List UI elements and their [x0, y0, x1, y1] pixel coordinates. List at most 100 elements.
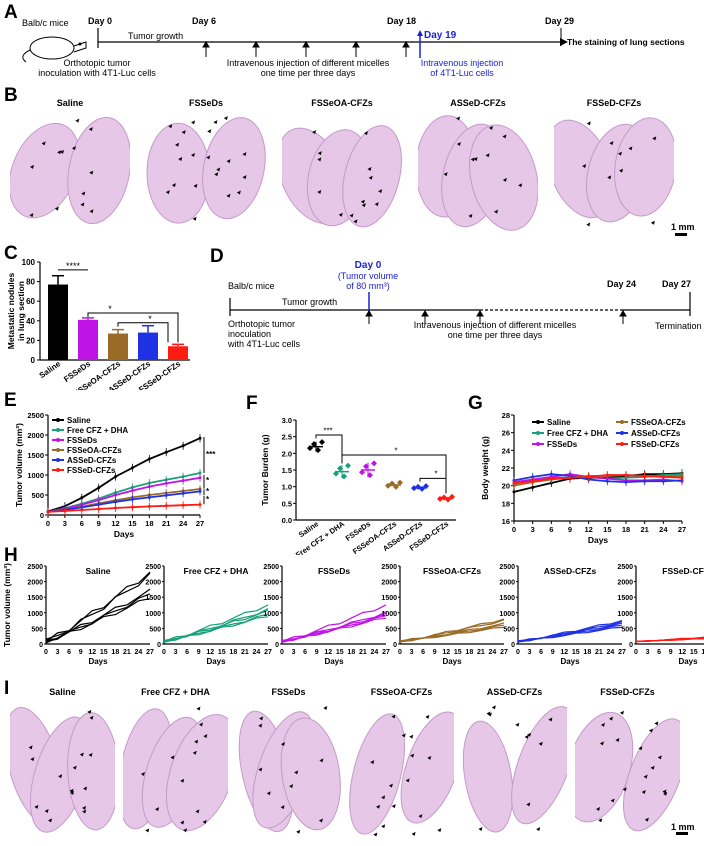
panel-d-day24: Day 24: [607, 279, 637, 289]
h-x-tick-label: 3: [56, 649, 60, 656]
lung-section-b-2-nodule-arrow: [317, 151, 322, 156]
e-sig-2: *: [206, 476, 210, 485]
lung-section-i-5-nodule-arrow: [638, 746, 643, 751]
lung-section-i-5-nodule-arrow: [650, 765, 655, 770]
e-point: [114, 500, 118, 504]
e-series-FSSeDs: [47, 476, 201, 513]
e-point: [164, 504, 168, 508]
h-subplot-title: FSSeDs: [318, 566, 350, 576]
e-point: [114, 475, 118, 479]
lung-section-i-1-nodule-arrow: [202, 819, 207, 824]
h-y-tick-label: 2500: [145, 564, 161, 571]
h-y-axis-label: Tumor volume (mm³): [2, 563, 12, 647]
panel-d-day0: Day 0: [354, 260, 382, 271]
lung-section-i-5-nodule-arrow: [619, 710, 624, 715]
h-x-tick-label: 0: [634, 649, 638, 656]
lung-section-b-1: FSSeDs: [146, 96, 266, 237]
lung-section-i-5-nodule-arrow: [657, 755, 662, 760]
lung-section-b-3-nodule-arrow: [485, 153, 490, 158]
e-point: [80, 508, 84, 512]
h-x-tick-label: 3: [646, 649, 650, 656]
lung-section-b-3-nodule-arrow: [488, 125, 493, 130]
panel-a-day18: Day 18: [387, 16, 417, 26]
lung-section-i-4-nodule-arrow: [526, 802, 531, 807]
panel-d-injection: Intravenous injection of different micel…: [413, 320, 577, 340]
panel-i-scale-bar: [676, 832, 688, 835]
e-legend-marker: [56, 458, 60, 462]
lung-section-i-5-title: FSSeD-CFZs: [600, 687, 655, 697]
g-series-FSSeD-CFZs: [513, 474, 683, 484]
e-legend-marker: [56, 448, 60, 452]
lung-section-i-5-nodule-arrow: [596, 807, 601, 812]
h-x-tick-label: 18: [583, 649, 591, 656]
lung-section-i-4-nodule-arrow: [515, 722, 520, 727]
lung-section-i-3-nodule-arrow: [425, 714, 430, 719]
h-y-tick-label: 500: [149, 626, 161, 633]
lung-section-b-0: Saline: [8, 96, 132, 237]
injection-arrows: [202, 41, 410, 57]
panel-label-e: E: [4, 390, 17, 411]
lung-section-i-4-title: ASSeD-CFZs: [487, 687, 543, 697]
e-point: [147, 504, 151, 508]
lung-section-i-5: FSSeD-CFZs: [564, 685, 688, 846]
g-point: [605, 473, 609, 477]
lung-section-i-2-nodule-arrow: [289, 784, 294, 789]
h-series-line: [635, 638, 704, 643]
h-x-tick-label: 6: [421, 649, 425, 656]
lung-section-i-0-nodule-arrow: [70, 790, 75, 795]
h-x-tick-label: 24: [489, 649, 497, 656]
h-x-tick-label: 15: [572, 649, 580, 656]
lung-section-b-4-nodule-arrow: [607, 175, 612, 180]
g-legend-marker: [620, 431, 624, 435]
g-legend-marker: [536, 420, 540, 424]
h-x-tick-label: 27: [618, 649, 626, 656]
lung-section-b-1-lobe: [202, 117, 266, 220]
h-x-tick-label: 18: [229, 649, 237, 656]
lung-section-i-1-nodule-arrow: [196, 706, 201, 711]
h-y-tick-label: 2000: [499, 580, 515, 587]
panel-e-line-chart: 0 500 1000 1500 2000 2500 0 3 6 9 12 15 18 21 24 27 Days…: [14, 411, 216, 539]
h-series-line: [163, 609, 269, 641]
e-point: [147, 457, 151, 461]
g-legend-marker: [536, 442, 540, 446]
panel-a-day0: Day 0: [88, 16, 113, 26]
g-x-tick-label: 27: [678, 525, 686, 534]
g-x-tick-label: 21: [640, 525, 648, 534]
panel-label-b: B: [4, 85, 18, 106]
lung-section-i-0-nodule-arrow: [58, 774, 63, 779]
lung-section-b-0-nodule-arrow: [71, 146, 76, 151]
h-y-tick-label: 500: [503, 626, 515, 633]
c-sig-3: *: [148, 314, 152, 324]
c-bar-ASSeD-CFZs: [138, 332, 158, 360]
panel-a-day29: Day 29: [545, 16, 575, 26]
lung-section-b-4-nodule-arrow: [586, 222, 591, 227]
e-y-tick-label: 2000: [27, 431, 44, 440]
c-bar-Saline: [48, 284, 68, 360]
h-x-tick-label: 24: [607, 649, 615, 656]
lung-section-i-4-nodule-arrow: [527, 732, 532, 737]
lung-section-b-4-nodule-arrow: [619, 168, 624, 173]
g-point: [549, 477, 553, 481]
lung-section-i-4-nodule-arrow: [478, 827, 483, 832]
h-y-tick-label: 0: [511, 642, 515, 649]
lung-section-i-0-nodule-arrow: [44, 808, 49, 813]
h-y-tick-label: 500: [621, 626, 633, 633]
e-sig-4: *: [206, 495, 210, 504]
g-legend-label: FSSeOA-CFZs: [631, 418, 686, 427]
f-y-tick-label: 3.0: [282, 416, 292, 425]
c-y-tick-label: 20: [26, 336, 35, 345]
h-subplot-title: Saline: [85, 566, 110, 576]
h-x-tick-label: 12: [442, 649, 450, 656]
lung-section-i-4-nodule-arrow: [487, 712, 492, 717]
h-x-tick-label: 0: [162, 649, 166, 656]
e-x-tick-label: 0: [46, 519, 50, 528]
h-x-axis-label: Days: [324, 657, 344, 666]
lung-section-b-1-title: FSSeDs: [189, 98, 223, 108]
g-point: [661, 475, 665, 479]
c-y-tick-label: 60: [26, 297, 35, 306]
c-sig-2: *: [108, 304, 112, 314]
h-subplot-title: FSSeD-CFZs: [662, 566, 704, 576]
h-x-tick-label: 27: [382, 649, 390, 656]
lung-section-b-2-nodule-arrow: [367, 167, 372, 172]
